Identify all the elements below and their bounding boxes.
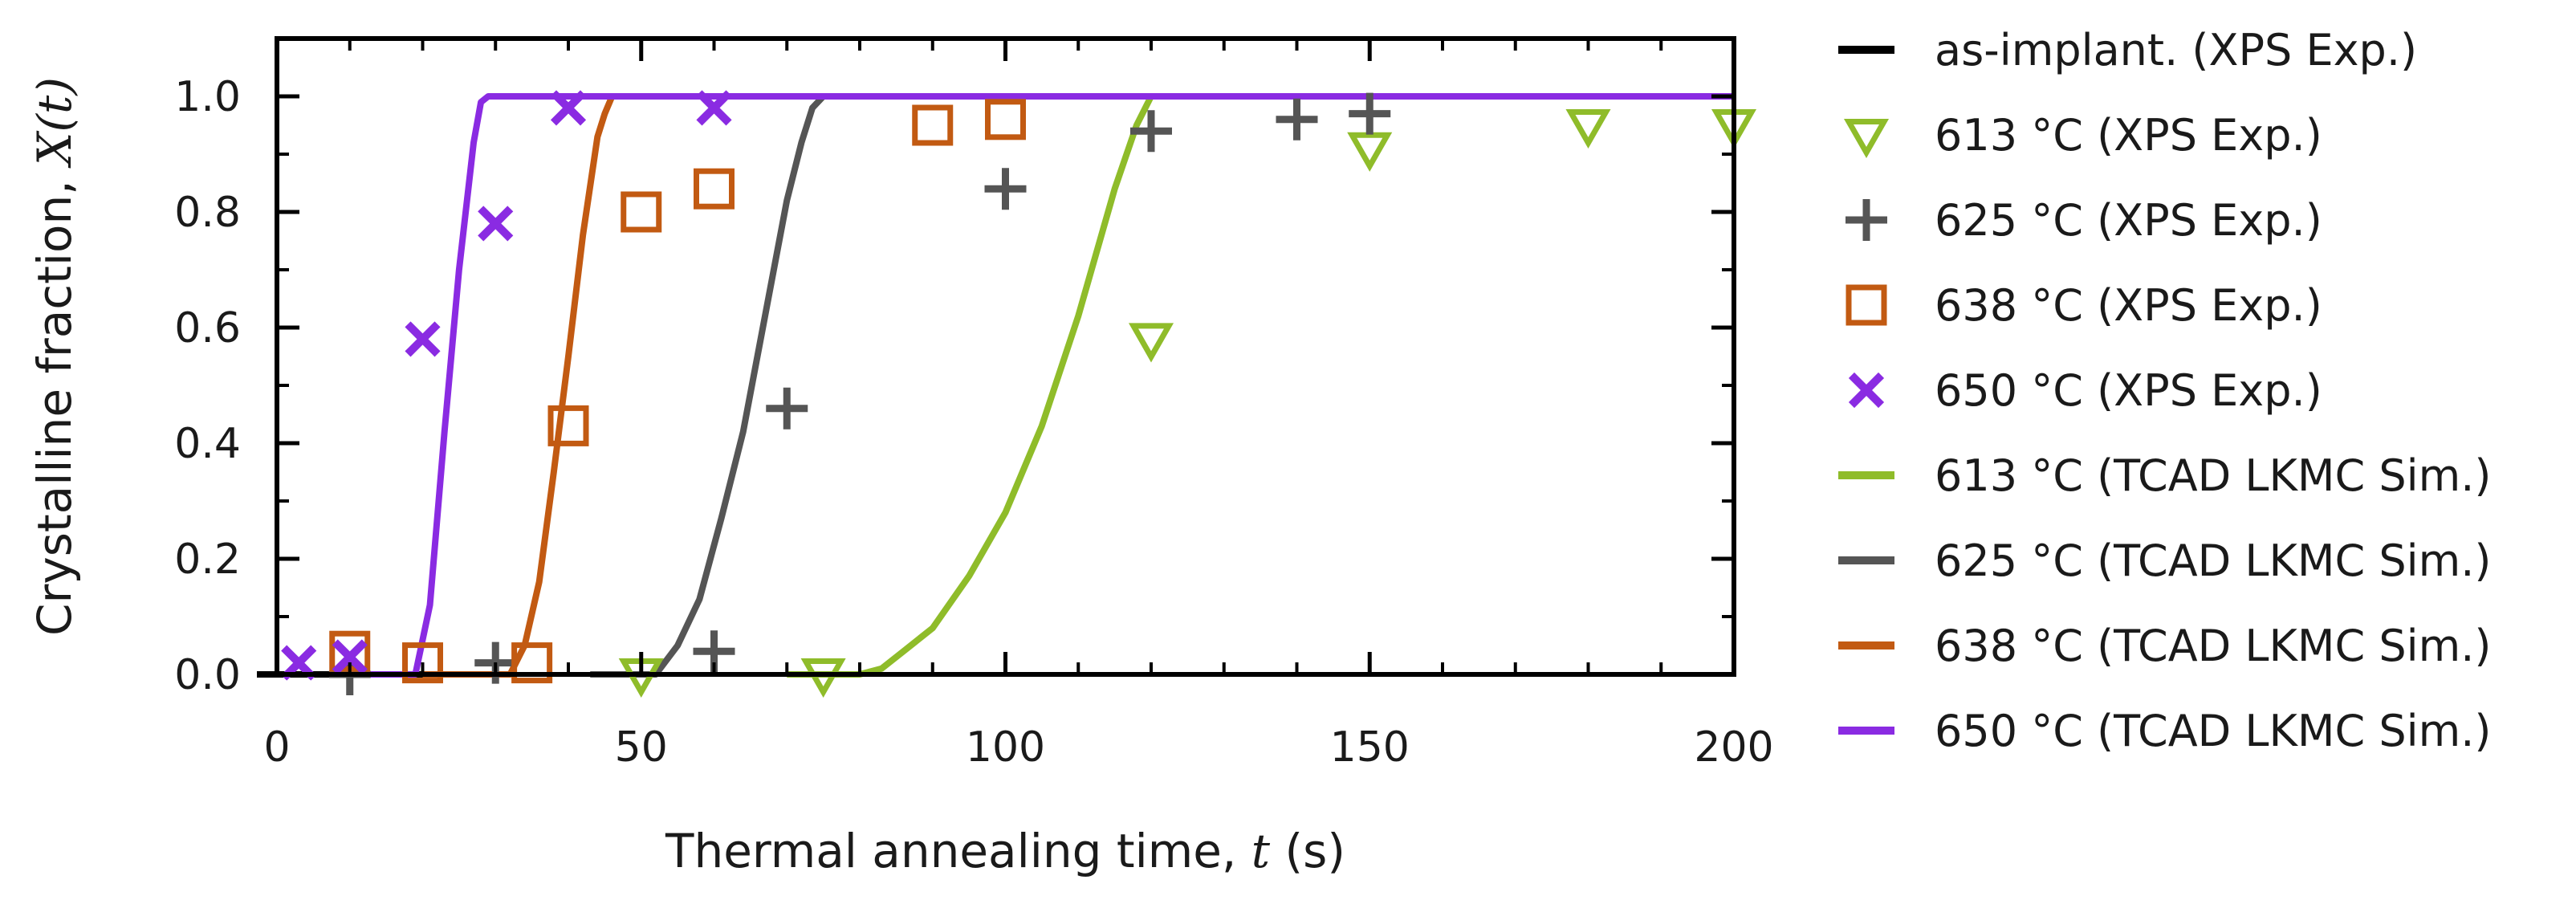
legend-label: 625 °C (XPS Exp.)	[1935, 195, 2322, 246]
legend-item: 650 °C (TCAD LKMC Sim.)	[1838, 706, 2491, 756]
series-markers-2	[329, 99, 1026, 684]
data-point	[694, 168, 735, 210]
legend-item: 613 °C (TCAD LKMC Sim.)	[1838, 450, 2491, 501]
data-point	[547, 405, 589, 446]
legend-item: 638 °C (XPS Exp.)	[1846, 280, 2322, 331]
data-point	[1128, 323, 1174, 363]
legend-marker	[1846, 199, 1887, 241]
plot-frame	[275, 36, 1736, 677]
data-point	[550, 90, 587, 126]
legend-item: 638 °C (TCAD LKMC Sim.)	[1838, 621, 2491, 671]
data-point	[985, 99, 1026, 140]
y-axis-title: Crystalline fraction, X(t)	[27, 77, 82, 636]
data-point	[402, 642, 443, 684]
series-markers-3	[281, 90, 732, 681]
legend-item: 625 °C (XPS Exp.)	[1846, 195, 2322, 246]
legend-label: 613 °C (XPS Exp.)	[1935, 110, 2322, 161]
x-tick-label: 50	[615, 723, 668, 772]
y-tick-label: 0.2	[174, 536, 241, 584]
legend: as-implant. (XPS Exp.) 613 °C (XPS Exp.) 6…	[1838, 25, 2491, 756]
data-point	[984, 168, 1027, 210]
series-line-2	[590, 93, 1734, 678]
data-point	[696, 90, 732, 126]
plot-area	[257, 90, 1757, 698]
data-point	[1565, 109, 1611, 149]
x-tick-label: 100	[966, 723, 1045, 772]
x-tick-label: 0	[263, 723, 290, 772]
data-point	[511, 642, 553, 684]
legend-label: 625 °C (TCAD LKMC Sim.)	[1935, 536, 2491, 586]
series-line-1	[787, 93, 1734, 678]
data-point	[332, 639, 368, 675]
legend-item: as-implant. (XPS Exp.)	[1838, 25, 2417, 75]
data-point	[621, 191, 662, 233]
data-point	[1276, 98, 1318, 140]
x-tick-label: 200	[1694, 723, 1773, 772]
data-point	[405, 321, 441, 357]
series-line-4	[335, 93, 1734, 678]
series-line-3	[422, 93, 1734, 678]
legend-marker	[1846, 284, 1887, 326]
legend-marker	[1843, 119, 1890, 159]
legend-item: 650 °C (XPS Exp.)	[1848, 365, 2322, 416]
series-markers-0	[618, 109, 1757, 698]
y-tick-label: 0.6	[174, 304, 241, 352]
y-tick-label: 0.4	[174, 420, 241, 468]
series-markers-1	[328, 92, 1391, 695]
legend-label: as-implant. (XPS Exp.)	[1935, 25, 2417, 75]
data-point	[1349, 92, 1391, 135]
data-point	[1130, 110, 1172, 153]
x-tick-label: 150	[1330, 723, 1410, 772]
legend-label: 650 °C (TCAD LKMC Sim.)	[1935, 706, 2491, 756]
axis-ticks	[275, 37, 1736, 677]
y-tick-label: 1.0	[174, 73, 241, 121]
legend-item: 625 °C (TCAD LKMC Sim.)	[1838, 536, 2491, 586]
legend-item: 613 °C (XPS Exp.)	[1843, 110, 2322, 161]
legend-label: 650 °C (XPS Exp.)	[1935, 365, 2322, 416]
data-point	[912, 104, 954, 146]
y-tick-label: 0.8	[174, 189, 241, 237]
data-point	[478, 206, 514, 242]
data-point	[766, 387, 808, 430]
legend-marker	[1848, 372, 1885, 409]
legend-label: 638 °C (XPS Exp.)	[1935, 280, 2322, 331]
data-point	[281, 645, 317, 681]
y-tick-label: 0.0	[174, 651, 241, 699]
legend-label: 613 °C (TCAD LKMC Sim.)	[1935, 450, 2491, 501]
tick-labels: 0 50 100 150 200 0.0 0.2 0.4 0.6 0.8 1.0	[174, 73, 1773, 772]
x-axis-title: Thermal annealing time, t (s)	[665, 824, 1345, 878]
legend-label: 638 °C (TCAD LKMC Sim.)	[1935, 621, 2491, 671]
data-point	[1347, 132, 1393, 172]
